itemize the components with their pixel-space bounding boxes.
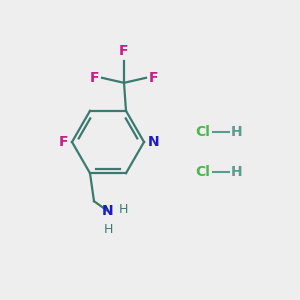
- Text: H: H: [103, 223, 113, 236]
- Text: H: H: [231, 165, 243, 179]
- Text: F: F: [119, 44, 129, 58]
- Text: Cl: Cl: [195, 125, 210, 139]
- Text: F: F: [58, 135, 68, 149]
- Text: Cl: Cl: [195, 165, 210, 179]
- Text: N: N: [102, 204, 114, 218]
- Text: F: F: [89, 71, 99, 85]
- Text: H: H: [231, 125, 243, 139]
- Text: N: N: [148, 135, 160, 149]
- Text: H: H: [119, 203, 128, 216]
- Text: F: F: [149, 71, 158, 85]
